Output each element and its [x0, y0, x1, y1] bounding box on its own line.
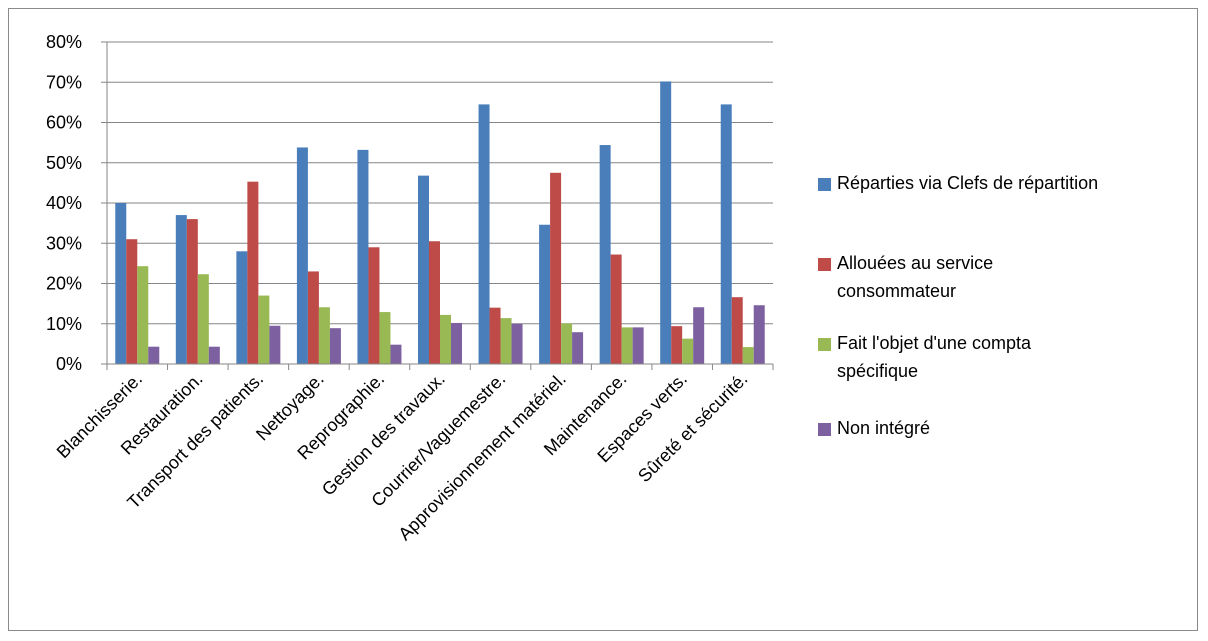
- bar: [660, 81, 672, 364]
- y-tick-label: 20%: [46, 274, 82, 294]
- legend-swatch: [818, 338, 831, 351]
- bar: [296, 147, 308, 364]
- bar: [318, 307, 330, 364]
- bar: [357, 149, 369, 364]
- bar: [429, 241, 440, 364]
- bar: [478, 104, 490, 364]
- bar: [753, 305, 765, 364]
- y-tick-label: 70%: [46, 72, 82, 92]
- bar: [208, 346, 220, 364]
- y-tick-label: 0%: [56, 354, 82, 374]
- legend-swatch: [818, 423, 831, 436]
- bar: [175, 215, 187, 364]
- bar: [115, 203, 127, 364]
- bar: [539, 224, 551, 364]
- y-tick-label: 60%: [46, 113, 82, 133]
- legend-label: Fait l'objet d'une compta spécifique: [837, 333, 1031, 381]
- legend-item: Allouées au service consommateur: [818, 253, 1077, 305]
- bar: [621, 327, 633, 364]
- legend-label: Non intégré: [837, 418, 931, 438]
- y-tick-label: 30%: [46, 233, 82, 253]
- bar: [148, 346, 160, 364]
- bar: [137, 266, 149, 364]
- bar: [329, 328, 341, 364]
- bar: [561, 323, 573, 364]
- bar: [247, 181, 259, 364]
- x-axis-category-labels: Blanchisserie.Restauration.Transport des…: [53, 369, 752, 544]
- axes: [106, 42, 774, 370]
- y-axis-tick-labels: 0% 10% 20% 30% 40% 50% 60% 70% 80%: [46, 32, 82, 374]
- bar: [682, 338, 694, 364]
- y-tick-label: 80%: [46, 32, 82, 52]
- legend-item: Réparties via Clefs de répartition: [818, 173, 1177, 197]
- bar: [126, 239, 138, 364]
- y-tick-label: 40%: [46, 193, 82, 213]
- bar: [418, 175, 429, 364]
- bar: [610, 254, 622, 364]
- bar: [632, 327, 644, 364]
- bar: [742, 347, 754, 364]
- bar: [511, 323, 523, 364]
- bar: [307, 271, 319, 364]
- y-tick-label: 10%: [46, 314, 82, 334]
- x-category-label: Sûreté et sécurité.: [634, 369, 751, 486]
- legend-swatch: [818, 178, 831, 191]
- bar: [258, 295, 270, 364]
- legend-label: Allouées au service consommateur: [837, 253, 994, 301]
- bar: [720, 104, 732, 364]
- bar: [368, 247, 380, 364]
- bar: [451, 322, 462, 364]
- bar: [489, 307, 501, 364]
- bar: [269, 325, 281, 364]
- bar: [236, 251, 248, 364]
- bars: [115, 81, 765, 364]
- bar: [390, 344, 402, 364]
- bar: [599, 145, 611, 364]
- bar: [550, 172, 562, 364]
- bar: [731, 297, 743, 364]
- bar: [693, 307, 705, 364]
- y-tick-label: 50%: [46, 153, 82, 173]
- bar: [500, 318, 512, 364]
- bar: [572, 332, 584, 364]
- bar: [671, 326, 683, 364]
- bar: [440, 314, 451, 364]
- legend-item: Fait l'objet d'une compta spécifique: [818, 333, 1077, 385]
- legend-swatch: [818, 258, 831, 271]
- bar: [197, 274, 209, 364]
- legend-label: Réparties via Clefs de répartition: [837, 173, 1099, 193]
- legend-item: Non intégré: [818, 418, 1177, 442]
- bar: [379, 312, 391, 364]
- bar: [186, 219, 198, 364]
